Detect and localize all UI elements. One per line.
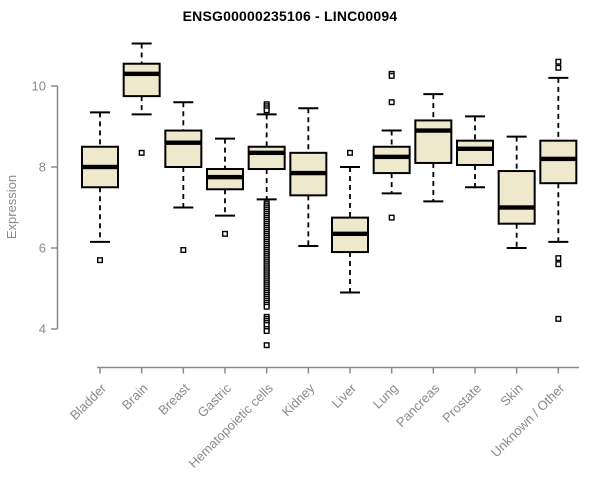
median-bar (248, 150, 285, 156)
outlier-point (96, 257, 103, 264)
boxplot-kidney (289, 107, 328, 247)
x-tick-label: Gastric (194, 380, 234, 420)
x-tick-label: Pancreas (393, 380, 443, 430)
outlier-point (555, 315, 562, 322)
chart-title: ENSG00000235106 - LINC00094 (182, 8, 398, 24)
median-bar (498, 205, 535, 210)
boxplot-brain (122, 42, 161, 156)
outlier-point (388, 214, 395, 221)
outlier-point (263, 107, 270, 114)
median-bar (415, 128, 452, 133)
boxplot-bladder (81, 111, 119, 264)
median-bar (457, 146, 494, 151)
iqr-box (122, 62, 161, 98)
outlier-point (222, 230, 229, 237)
y-tick-label: 10 (32, 79, 46, 94)
outlier-point (180, 247, 187, 254)
outlier-point (555, 261, 562, 268)
x-tick-label: Prostate (439, 381, 484, 426)
outlier-point (347, 149, 354, 156)
x-tick-label: Unknown / Other (488, 380, 568, 460)
outlier-point (138, 149, 145, 156)
median-bar (373, 154, 410, 160)
boxplot-hematopoietic-cells (247, 101, 286, 349)
x-tick-label: Lung (370, 381, 401, 412)
x-tick-label: Brain (119, 381, 151, 413)
boxplot-pancreas (414, 93, 453, 203)
x-tick-label: Bladder (67, 380, 110, 423)
x-tick-label: Breast (155, 380, 192, 417)
outlier-point (263, 303, 270, 310)
x-tick-label: Skin (497, 381, 525, 409)
median-bar (82, 164, 118, 170)
boxplot-unknown-other (539, 58, 578, 322)
median-bar (165, 140, 202, 145)
outlier-point (388, 99, 395, 106)
boxplot-liver (331, 149, 370, 294)
iqr-box (164, 129, 203, 169)
median-bar (290, 170, 327, 176)
boxplot-skin (497, 135, 536, 249)
outlier-point (555, 64, 562, 71)
outlier-point (555, 58, 562, 65)
x-tick-label: Kidney (279, 380, 318, 419)
iqr-box (497, 170, 536, 225)
median-bar (123, 71, 160, 77)
boxplot-lung (372, 70, 411, 221)
iqr-box (456, 139, 495, 166)
y-tick-label: 8 (39, 160, 46, 175)
iqr-box (414, 119, 453, 164)
y-tick-label: 4 (39, 322, 46, 337)
y-axis-title: Expression (4, 175, 19, 239)
boxplot-breast (164, 101, 203, 254)
median-bar (207, 174, 244, 180)
iqr-box (372, 145, 411, 175)
outlier-point (263, 328, 270, 335)
iqr-box (539, 139, 578, 185)
x-tick-label: Liver (329, 380, 360, 411)
y-tick-label: 6 (39, 241, 46, 256)
boxplot-gastric (206, 137, 245, 237)
outlier-point (388, 72, 395, 79)
outlier-point (555, 255, 562, 262)
boxplot-prostate (456, 115, 495, 189)
outlier-point (263, 342, 270, 349)
iqr-box (247, 145, 286, 171)
median-bar (540, 156, 577, 162)
median-bar (332, 231, 369, 237)
